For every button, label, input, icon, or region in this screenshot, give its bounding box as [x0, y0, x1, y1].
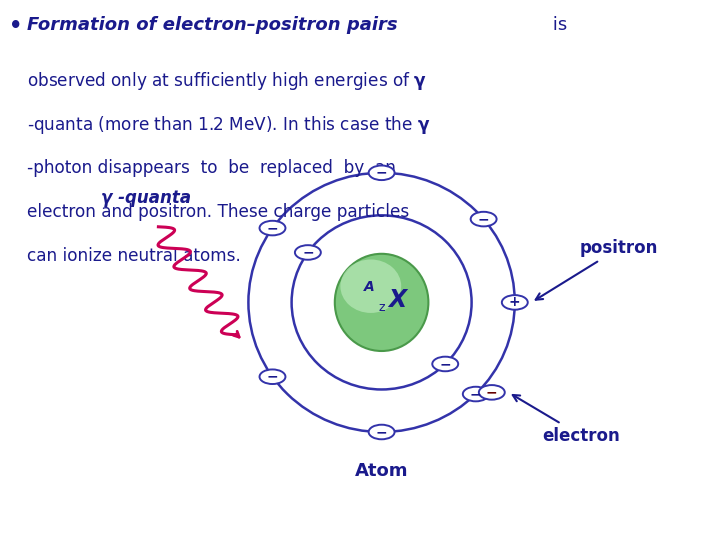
Text: A: A: [364, 280, 374, 294]
Text: positron: positron: [536, 239, 658, 300]
Ellipse shape: [335, 254, 428, 351]
Ellipse shape: [463, 387, 489, 401]
Text: observed only at sufficiently high energies of $\bfγ$: observed only at sufficiently high energ…: [27, 70, 428, 92]
Text: -photon disappears  to  be  replaced  by  an: -photon disappears to be replaced by an: [27, 159, 396, 177]
Ellipse shape: [479, 385, 505, 400]
Text: is: is: [547, 16, 567, 34]
Text: −: −: [376, 166, 387, 180]
Text: +: +: [509, 295, 521, 309]
Ellipse shape: [341, 260, 401, 313]
Ellipse shape: [259, 369, 285, 384]
Text: −: −: [470, 387, 482, 401]
Text: −: −: [486, 386, 498, 400]
Text: electron: electron: [513, 395, 620, 444]
Text: γ -quanta: γ -quanta: [101, 189, 191, 207]
Ellipse shape: [259, 221, 285, 235]
Text: -quanta (more than 1.2 MeV). In this case the $\bfγ$: -quanta (more than 1.2 MeV). In this cas…: [27, 114, 431, 137]
Ellipse shape: [295, 245, 321, 260]
Ellipse shape: [432, 357, 458, 372]
Text: Formation of electron–positron pairs: Formation of electron–positron pairs: [27, 16, 398, 34]
Text: X: X: [388, 288, 407, 312]
Text: −: −: [439, 357, 451, 371]
Text: •: •: [9, 16, 23, 36]
Text: can ionize neutral atoms.: can ionize neutral atoms.: [27, 247, 241, 265]
Ellipse shape: [369, 165, 395, 180]
Text: Atom: Atom: [355, 462, 408, 480]
Text: −: −: [266, 221, 279, 235]
Ellipse shape: [502, 295, 528, 309]
Text: −: −: [302, 246, 314, 259]
Ellipse shape: [471, 212, 497, 226]
Text: electron and positron. These charge particles: electron and positron. These charge part…: [27, 203, 410, 221]
Ellipse shape: [369, 424, 395, 440]
Text: −: −: [376, 425, 387, 439]
Text: z: z: [379, 301, 385, 314]
Text: −: −: [266, 370, 279, 384]
Text: −: −: [478, 212, 490, 226]
